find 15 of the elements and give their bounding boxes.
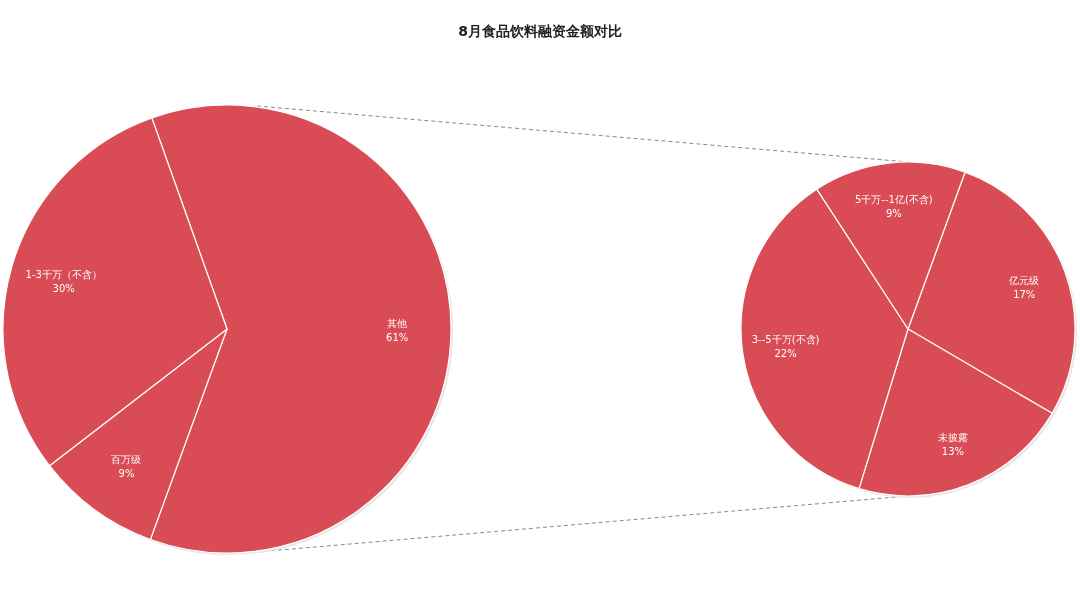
data-label: 17%: [1013, 289, 1036, 301]
data-label: 13%: [941, 446, 965, 458]
slice-label: 亿元级: [1008, 275, 1040, 287]
text: 8月食品饮料融资金额对比: [458, 23, 622, 39]
data-label: 61%: [386, 331, 409, 343]
data-label: 9%: [885, 208, 902, 220]
slice-label: 百万级: [111, 454, 142, 466]
slice-label: 3--5千万(不含): [751, 334, 820, 346]
data-label: 22%: [774, 348, 797, 360]
data-label: 9%: [118, 468, 135, 480]
slice-label: 未披露: [937, 432, 968, 444]
slice-label: 5千万--1亿(不含): [855, 194, 933, 206]
slice-label: 其他: [387, 317, 408, 329]
data-label: 30%: [52, 282, 75, 294]
slice-label: 1-3千万（不含）: [25, 268, 102, 280]
